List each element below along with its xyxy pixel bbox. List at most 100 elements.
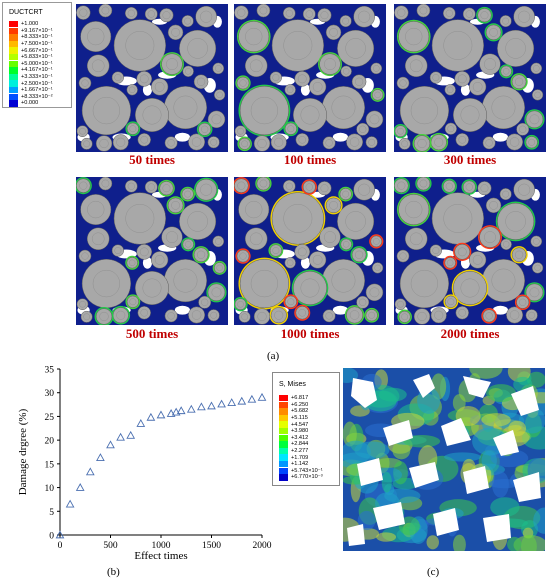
- mises-level-label: +1.709: [291, 454, 309, 461]
- ductcrt-level-label: +8.333×10⁻²: [21, 93, 53, 100]
- damage-panel: [76, 4, 228, 152]
- data-point: [207, 401, 216, 410]
- ductcrt-color-swatch: [9, 54, 18, 61]
- mises-legend-title: S, Mises: [279, 381, 306, 388]
- data-point: [197, 402, 206, 411]
- y-tick-label: 30: [45, 389, 55, 399]
- mises-level-row: +1.709: [279, 454, 309, 461]
- mises-level-row: +2.844: [279, 441, 309, 448]
- mises-level-label: +2.844: [291, 441, 309, 448]
- mises-level-row: +6.770×10⁻³: [279, 474, 323, 481]
- ductcrt-level-row: +8.333×10⁻²: [9, 93, 53, 100]
- y-tick-label: 15: [45, 460, 55, 470]
- y-tick-label: 25: [45, 413, 55, 423]
- damage-panel: [234, 4, 386, 152]
- data-point: [96, 453, 105, 462]
- ductcrt-color-swatch: [9, 27, 18, 34]
- data-point: [176, 406, 186, 415]
- panel-caption: 2000 times: [440, 326, 500, 341]
- figure-label-a: (a): [267, 350, 280, 362]
- y-tick-label: 0: [49, 532, 54, 542]
- y-tick-label: 35: [45, 366, 55, 376]
- ductcrt-level-row: +5.833×10⁻¹: [9, 54, 53, 61]
- data-point: [257, 392, 267, 401]
- panel-caption: 300 times: [443, 152, 497, 167]
- data-point: [171, 407, 181, 416]
- data-point: [106, 440, 115, 449]
- mises-level-row: +6.250: [279, 401, 309, 408]
- ductcrt-level-row: +9.167×10⁻¹: [9, 27, 53, 34]
- mises-level-row: +5.115: [279, 414, 308, 422]
- damage-panel: [234, 177, 386, 325]
- ductcrt-color-swatch: [9, 80, 18, 87]
- data-point: [217, 399, 226, 408]
- mises-color-swatch: [279, 401, 288, 408]
- data-point: [146, 412, 156, 421]
- mises-color-swatch: [279, 441, 288, 448]
- mises-level-label: +5.743×10⁻¹: [291, 467, 323, 474]
- mises-level-row: +4.547: [279, 421, 309, 428]
- data-point: [85, 467, 95, 476]
- data-point: [126, 430, 136, 439]
- ductcrt-level-label: +5.833×10⁻¹: [21, 54, 53, 61]
- ductcrt-color-swatch: [9, 34, 18, 41]
- ductcrt-level-row: +6.667×10⁻¹: [9, 47, 53, 54]
- mises-level-row: +5.743×10⁻¹: [279, 467, 323, 474]
- data-point: [247, 394, 257, 403]
- data-point: [75, 483, 85, 491]
- mises-color-swatch: [279, 421, 288, 428]
- ductcrt-level-row: +1.667×10⁻¹: [9, 87, 53, 94]
- mises-color-swatch: [279, 414, 288, 422]
- mises-color-swatch: [279, 461, 288, 468]
- damage-panel: [76, 177, 228, 325]
- y-tick-label: 5: [49, 508, 54, 518]
- data-point: [55, 530, 65, 539]
- mises-color-swatch: [279, 454, 288, 461]
- ductcrt-color-swatch: [9, 40, 18, 48]
- y-tick-label: 20: [45, 437, 55, 447]
- ductcrt-color-swatch: [9, 73, 18, 81]
- ductcrt-level-row: +4.167×10⁻¹: [9, 67, 53, 74]
- mises-level-label: +6.250: [291, 401, 309, 408]
- data-point: [237, 396, 247, 405]
- figure-label-b: (b): [107, 566, 120, 578]
- ductcrt-level-label: +1.000: [21, 21, 39, 28]
- mises-level-row: +1.142: [279, 461, 308, 468]
- mises-legend: S, Mises +6.817 +6.250 +5.682 +5.115 +4.547 +…: [272, 372, 340, 486]
- damage-panel: [394, 177, 546, 325]
- mises-level-label: +4.547: [291, 421, 309, 428]
- ductcrt-level-label: +6.667×10⁻¹: [21, 47, 53, 54]
- x-tick-label: 1500: [202, 541, 221, 551]
- ductcrt-level-label: +5.000×10⁻¹: [21, 60, 53, 67]
- mises-level-label: +6.770×10⁻³: [291, 474, 323, 481]
- x-tick-label: 500: [103, 541, 118, 551]
- mises-color-swatch: [279, 395, 288, 402]
- ductcrt-level-label: +9.167×10⁻¹: [21, 27, 53, 34]
- mises-level-row: +2.277: [279, 447, 309, 455]
- mises-level-label: +3.980: [291, 428, 309, 435]
- ductcrt-color-swatch: [9, 21, 18, 28]
- panel-caption: 100 times: [283, 152, 337, 167]
- data-point: [65, 499, 75, 508]
- x-tick-label: 0: [58, 541, 63, 551]
- ductcrt-level-label: +4.167×10⁻¹: [21, 67, 53, 74]
- data-point: [136, 419, 146, 427]
- ductcrt-level-row: +2.500×10⁻¹: [9, 80, 53, 87]
- panel-caption: 1000 times: [280, 326, 340, 341]
- mises-level-label: +5.115: [291, 414, 308, 421]
- mises-color-swatch: [279, 447, 288, 455]
- ductcrt-level-row: +1.000: [9, 21, 39, 28]
- x-axis-title: Effect times: [134, 550, 187, 562]
- panel-caption: 50 times: [129, 152, 175, 167]
- ductcrt-level-label: +1.667×10⁻¹: [21, 87, 53, 94]
- mises-level-label: +2.277: [291, 447, 309, 454]
- mises-color-swatch: [279, 474, 288, 481]
- mises-level-row: +6.817: [279, 395, 308, 402]
- panel-caption: 500 times: [125, 326, 179, 341]
- ductcrt-level-row: +0.000: [9, 100, 38, 107]
- damage-panel: [394, 4, 546, 152]
- ductcrt-level-row: +8.333×10⁻¹: [9, 34, 53, 41]
- data-point: [227, 398, 237, 407]
- mises-level-row: +3.980: [279, 428, 309, 435]
- ductcrt-level-label: +8.333×10⁻¹: [21, 34, 53, 41]
